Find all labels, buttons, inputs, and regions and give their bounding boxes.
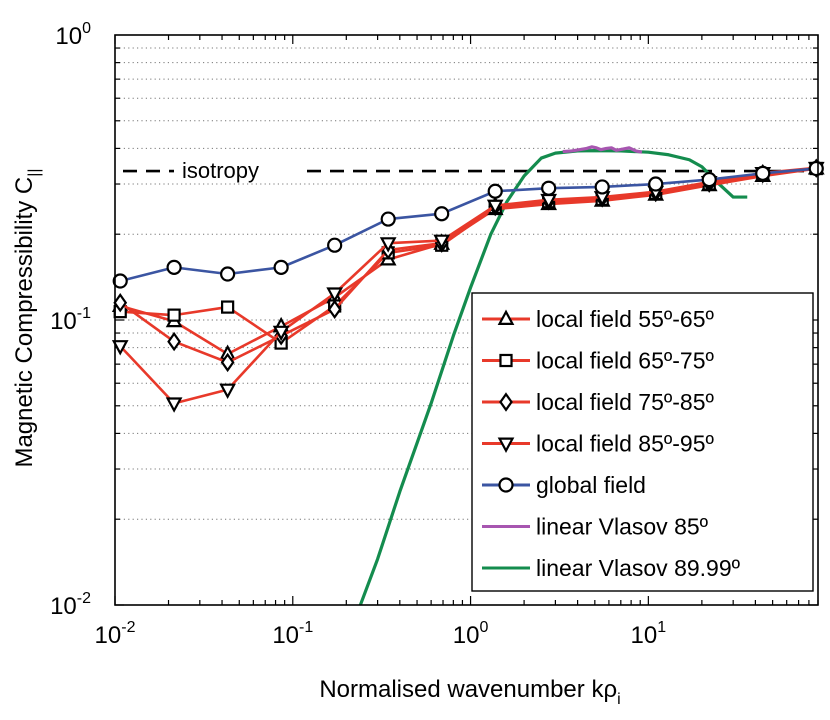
x-tick-label: 100: [453, 619, 489, 649]
data-point: [434, 206, 450, 222]
legend-item: local field 75º-85º: [482, 389, 715, 415]
series-line: [119, 166, 817, 405]
axis-ticks: [114, 35, 819, 606]
x-tick-label-exp: 1: [657, 619, 666, 636]
legend-item: local field 65º-75º: [482, 348, 715, 374]
x-tick-label-base: 10: [272, 622, 299, 649]
data-point: [808, 160, 824, 177]
data-point: [648, 176, 664, 192]
x-axis-label-sub: i: [617, 691, 621, 708]
y-tick-label: 10-2: [50, 590, 91, 620]
data-point: [166, 259, 182, 275]
data-point: [380, 211, 396, 227]
series-4: [112, 160, 824, 289]
x-tick-label-base: 10: [631, 622, 658, 649]
series-layer: [111, 145, 825, 606]
data-point: [433, 234, 451, 251]
legend-marker: [499, 353, 513, 368]
legend-item: local field 85º-95º: [482, 431, 715, 457]
legend-item: linear Vlasov 89.99º: [482, 555, 741, 581]
y-tick-label-base: 10: [55, 23, 82, 50]
data-point: [112, 273, 128, 289]
data-point: [327, 299, 342, 320]
data-point: [111, 340, 129, 356]
series-5: [562, 145, 643, 154]
legend-label: local field 75º-85º: [536, 389, 715, 415]
x-tick-label-exp: -1: [299, 619, 313, 636]
series-6: [358, 148, 748, 606]
legend-label: local field 65º-75º: [536, 348, 715, 374]
legend-marker: [499, 392, 513, 412]
isotropy-label-background: [174, 157, 298, 184]
data-point: [486, 199, 504, 216]
plot-frame: [114, 34, 819, 606]
data-point: [220, 300, 235, 314]
series-3: [111, 161, 825, 413]
data-point: [220, 266, 236, 282]
y-tick-label-exp: 0: [82, 20, 91, 37]
legend-marker: [497, 437, 515, 453]
data-point: [541, 180, 557, 196]
isotropy-label: isotropy: [182, 158, 259, 183]
y-tick-label: 100: [55, 20, 91, 50]
x-tick-label: 10-2: [95, 619, 136, 649]
legend-item: global field: [482, 472, 646, 498]
x-tick-label-exp: 0: [479, 619, 488, 636]
data-point: [220, 352, 235, 373]
x-tick-label: 10-1: [272, 619, 313, 649]
legend-label: linear Vlasov 89.99º: [536, 555, 741, 581]
legend: local field 55º-65º local field 65º-75º lo…: [471, 292, 814, 592]
data-point: [379, 237, 397, 253]
data-point: [167, 308, 181, 322]
legend-label: global field: [536, 472, 646, 498]
series-line: [358, 148, 748, 606]
legend-marker: [497, 309, 515, 325]
x-tick-label-base: 10: [95, 622, 122, 649]
legend-item: linear Vlasov 85º: [482, 514, 709, 540]
series-line: [562, 145, 643, 154]
data-point: [487, 183, 503, 199]
legend-label: local field 55º-65º: [536, 306, 715, 332]
isotropy-reference: isotropy: [123, 157, 818, 184]
x-tick-label-exp: -2: [121, 619, 135, 636]
legend-label: linear Vlasov 85º: [536, 514, 709, 540]
y-tick-label-base: 10: [50, 308, 77, 335]
x-tick-label: 101: [631, 619, 667, 649]
y-axis-label: Magnetic Compressibility C||: [11, 168, 43, 467]
legend-label: local field 85º-95º: [536, 431, 715, 457]
y-axis-label-sub: ||: [26, 168, 43, 176]
data-point: [165, 397, 183, 413]
legend-marker: [498, 477, 514, 493]
data-point: [327, 237, 343, 253]
y-tick-label: 10-1: [50, 305, 91, 335]
y-axis-label-main: Magnetic Compressibility C: [11, 177, 38, 468]
x-axis-label: Normalised wavenumber kρi: [319, 676, 620, 708]
data-point: [273, 259, 289, 275]
y-tick-label-exp: -2: [77, 590, 91, 607]
data-point: [594, 179, 610, 195]
x-tick-label-base: 10: [453, 622, 480, 649]
data-point: [167, 331, 181, 352]
legend-item: local field 55º-65º: [482, 306, 715, 332]
data-point: [113, 292, 128, 313]
data-point: [219, 383, 236, 400]
y-tick-label-exp: -1: [77, 305, 91, 322]
data-point: [326, 287, 344, 303]
legend-items: local field 55º-65º local field 65º-75º lo…: [482, 306, 741, 581]
x-axis-label-main: Normalised wavenumber kρ: [319, 676, 617, 703]
data-point: [272, 325, 290, 342]
data-point: [701, 171, 717, 188]
series-line: [119, 167, 817, 283]
y-tick-label-base: 10: [50, 593, 77, 620]
data-point: [755, 165, 771, 181]
